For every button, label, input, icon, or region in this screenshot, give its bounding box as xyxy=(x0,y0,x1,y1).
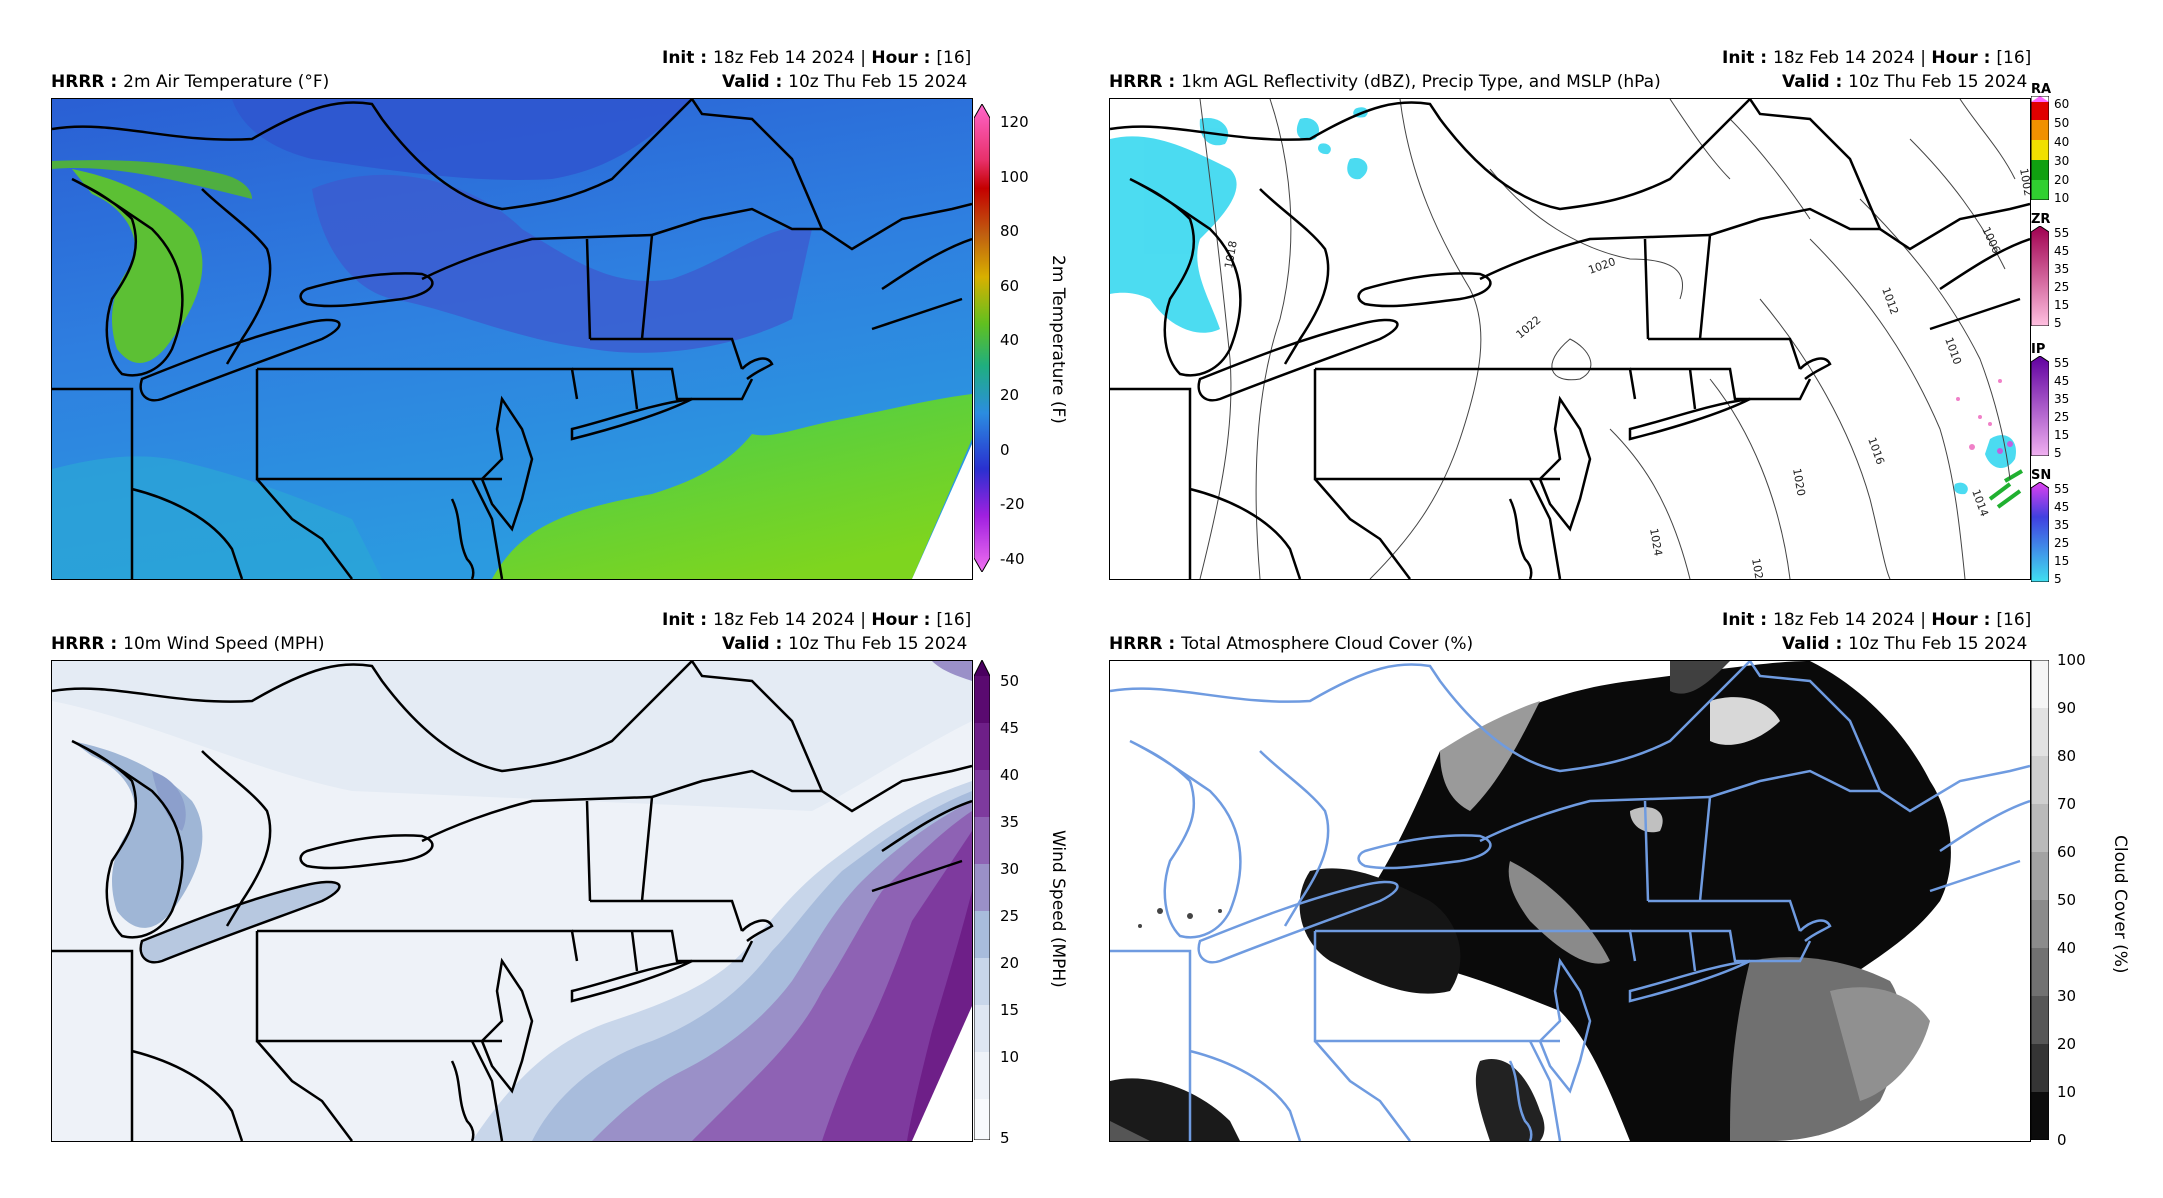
isobar-label: 1020 xyxy=(1790,467,1808,497)
valid-line: Valid : 10z Thu Feb 15 2024 xyxy=(1782,72,2028,92)
colorbar-label: Cloud Cover (%) xyxy=(2110,835,2130,974)
ip-tick: 45 xyxy=(2054,374,2070,388)
freezing-rain-label: ZR xyxy=(2031,212,2051,227)
cb-tick: 45 xyxy=(1000,719,1020,737)
cb-tick: 25 xyxy=(1000,907,1020,925)
cb-tick: 100 xyxy=(1000,168,1029,186)
ra-tick: 40 xyxy=(2054,135,2070,149)
ip-tick: 15 xyxy=(2054,428,2070,442)
ra-tick: 30 xyxy=(2054,154,2070,168)
colorbar-label: Wind Speed (MPH) xyxy=(1048,830,1068,988)
sn-tick: 25 xyxy=(2054,536,2070,550)
cb-tick: 60 xyxy=(1000,277,1020,295)
ip-tick: 25 xyxy=(2054,410,2070,424)
init-line: Init : 18z Feb 14 2024 | Hour : [16] xyxy=(1722,610,2032,630)
panel-title: HRRR : 10m Wind Speed (MPH) xyxy=(51,634,325,654)
cb-tick: 120 xyxy=(1000,113,1029,131)
zr-tick: 55 xyxy=(2054,226,2070,240)
sn-tick: 35 xyxy=(2054,518,2070,532)
cb-tick: 30 xyxy=(2057,987,2077,1005)
cb-tick: -20 xyxy=(1000,495,1025,513)
sn-tick: 15 xyxy=(2054,554,2070,568)
ra-tick: 60 xyxy=(2054,97,2070,111)
sn-tick: 45 xyxy=(2054,500,2070,514)
ra-tick: 50 xyxy=(2054,116,2070,130)
cloud-colorbar xyxy=(2030,659,2050,1144)
wind-map[interactable] xyxy=(51,660,973,1142)
valid-line: Valid : 10z Thu Feb 15 2024 xyxy=(722,634,968,654)
cb-tick: 50 xyxy=(1000,672,1020,690)
reflectivity-map[interactable]: 1018 1020 1022 1024 1022 1020 1016 1014 … xyxy=(1109,98,2031,580)
wind-colorbar xyxy=(973,658,991,1144)
cb-tick: 90 xyxy=(2057,699,2077,717)
cb-tick: 30 xyxy=(1000,860,1020,878)
cb-tick: 10 xyxy=(2057,1083,2077,1101)
ip-tick: 55 xyxy=(2054,356,2070,370)
cb-tick: 20 xyxy=(1000,386,1020,404)
cb-tick: -40 xyxy=(1000,550,1025,568)
rain-colorbar xyxy=(2030,95,2050,204)
valid-line: Valid : 10z Thu Feb 15 2024 xyxy=(1782,634,2028,654)
cb-tick: 35 xyxy=(1000,813,1020,831)
temperature-colorbar xyxy=(973,102,991,574)
zr-tick: 25 xyxy=(2054,280,2070,294)
sleet-colorbar xyxy=(2030,355,2050,460)
cb-tick: 0 xyxy=(1000,441,1010,459)
isobar-label: 1018 xyxy=(1222,240,1240,270)
init-line: Init : 18z Feb 14 2024 | Hour : [16] xyxy=(662,610,972,630)
sn-tick: 55 xyxy=(2054,482,2070,496)
cb-tick: 100 xyxy=(2057,651,2086,669)
cb-tick: 15 xyxy=(1000,1001,1020,1019)
cb-tick: 80 xyxy=(1000,222,1020,240)
sleet-label: IP xyxy=(2031,342,2046,357)
ra-tick: 10 xyxy=(2054,191,2070,205)
panel-title: HRRR : Total Atmosphere Cloud Cover (%) xyxy=(1109,634,1474,654)
init-line: Init : 18z Feb 14 2024 | Hour : [16] xyxy=(1722,48,2032,68)
snow-label: SN xyxy=(2031,468,2052,483)
ra-tick: 20 xyxy=(2054,173,2070,187)
zr-tick: 45 xyxy=(2054,244,2070,258)
cb-tick: 80 xyxy=(2057,747,2077,765)
cb-tick: 60 xyxy=(2057,843,2077,861)
cb-tick: 20 xyxy=(1000,954,1020,972)
zr-tick: 5 xyxy=(2054,316,2062,330)
ip-tick: 5 xyxy=(2054,446,2062,460)
zr-tick: 15 xyxy=(2054,298,2070,312)
colorbar-label: 2m Temperature (F) xyxy=(1048,255,1068,424)
cb-tick: 40 xyxy=(2057,939,2077,957)
valid-line: Valid : 10z Thu Feb 15 2024 xyxy=(722,72,968,92)
cb-tick: 40 xyxy=(1000,766,1020,784)
isobar-label: 1022 xyxy=(1749,557,1767,579)
cb-tick: 0 xyxy=(2057,1131,2067,1149)
rain-label: RA xyxy=(2031,82,2052,97)
cb-tick: 70 xyxy=(2057,795,2077,813)
temperature-map[interactable] xyxy=(51,98,973,580)
cloud-map[interactable] xyxy=(1109,660,2031,1142)
cb-tick: 5 xyxy=(1000,1129,1010,1147)
cb-tick: 20 xyxy=(2057,1035,2077,1053)
cb-tick: 50 xyxy=(2057,891,2077,909)
snow-colorbar xyxy=(2030,481,2050,586)
sn-tick: 5 xyxy=(2054,572,2062,586)
panel-title: HRRR : 1km AGL Reflectivity (dBZ), Preci… xyxy=(1109,72,1661,92)
panel-title: HRRR : 2m Air Temperature (°F) xyxy=(51,72,330,92)
cb-tick: 10 xyxy=(1000,1048,1020,1066)
init-line: Init : 18z Feb 14 2024 | Hour : [16] xyxy=(662,48,972,68)
ip-tick: 35 xyxy=(2054,392,2070,406)
zr-tick: 35 xyxy=(2054,262,2070,276)
isobar-label: 1024 xyxy=(1647,527,1665,557)
freezing-rain-colorbar xyxy=(2030,225,2050,330)
cb-tick: 40 xyxy=(1000,331,1020,349)
